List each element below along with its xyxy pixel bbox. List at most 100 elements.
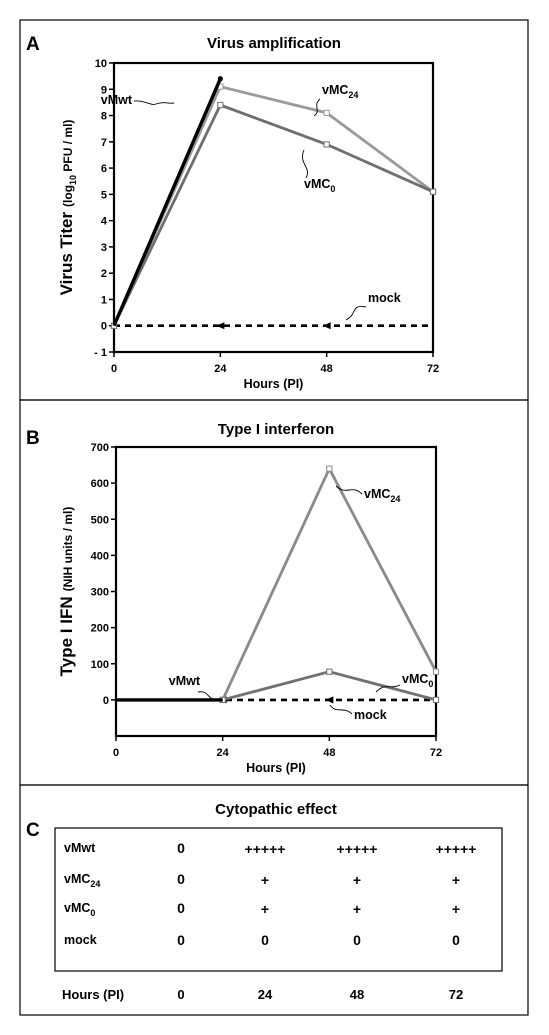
y-tick-label: 100 bbox=[91, 659, 109, 671]
leader-mock bbox=[329, 704, 353, 715]
panel-a-frame bbox=[19, 19, 529, 401]
panel-a: A Virus amplification - 1 0 1 2 3 4 5 6 7 8 9 10 0 24… bbox=[19, 19, 529, 401]
chart-a: - 1 0 1 2 3 4 5 6 7 8 9 10 0 24 48 72 Hours (PI) Virus Ti… bbox=[57, 58, 439, 391]
y-tick-label: 3 bbox=[101, 242, 107, 254]
chart-b-title: Type I interferon bbox=[218, 421, 334, 438]
y-tick-label: 1 bbox=[101, 294, 107, 306]
cpe-cell: 0 bbox=[177, 871, 185, 887]
y-tick-label: - 1 bbox=[94, 347, 107, 359]
panel-a-letter: A bbox=[26, 34, 40, 55]
x-tick-label: 72 bbox=[430, 747, 442, 759]
x-tick-label: 72 bbox=[427, 363, 439, 375]
point-mock bbox=[322, 322, 331, 330]
y-tick-label: 9 bbox=[101, 84, 107, 96]
point-mock bbox=[216, 322, 225, 330]
cpe-title: Cytopathic effect bbox=[215, 801, 337, 818]
cpe-cell: 0 bbox=[177, 932, 185, 948]
plot-frame bbox=[112, 61, 435, 354]
x-tick-label: 0 bbox=[111, 363, 117, 375]
series-line-vMC24 bbox=[112, 85, 434, 327]
series-label-vMC24: vMC24 bbox=[364, 487, 400, 504]
cpe-cell: 0 bbox=[177, 840, 185, 856]
y-tick-label: 600 bbox=[91, 478, 109, 490]
cpe-footer-value: 0 bbox=[177, 987, 184, 1002]
point-vMC24 bbox=[326, 465, 333, 472]
cpe-cell: + bbox=[353, 901, 361, 917]
panel-b: B Type I interferon 0 100 200 300 400 500 600 7… bbox=[19, 399, 529, 786]
y-tick-label: 10 bbox=[95, 58, 107, 70]
leader-vMC0 bbox=[302, 149, 308, 179]
y-tick-label: 0 bbox=[101, 321, 107, 333]
series-line-vMwt bbox=[112, 78, 222, 327]
leader-vMwt bbox=[197, 691, 219, 701]
series-label-vMwt: vMwt bbox=[169, 674, 201, 688]
y-tick-label: 500 bbox=[91, 514, 109, 526]
leader-mock bbox=[345, 306, 367, 321]
y-tick-label: 200 bbox=[91, 623, 109, 635]
x-tick-label: 48 bbox=[323, 747, 335, 759]
cpe-row-label: vMC0 bbox=[64, 901, 95, 918]
point-vMC24 bbox=[323, 109, 330, 117]
panel-c: C Cytopathic effect vMwt 0 +++++ +++++ +++++… bbox=[19, 784, 529, 1016]
y-tick-label: 400 bbox=[91, 550, 109, 562]
y-tick-label: 700 bbox=[91, 442, 109, 454]
point-vMC0 bbox=[217, 101, 224, 109]
x-axis-label: Hours (PI) bbox=[246, 761, 306, 775]
series-line-vMC0 bbox=[112, 103, 434, 327]
cpe-cell: + bbox=[452, 901, 460, 917]
cpe-footer-value: 48 bbox=[350, 987, 364, 1002]
point-vMwt bbox=[217, 76, 223, 82]
cpe-cell: + bbox=[353, 872, 361, 888]
cpe-footer-value: 72 bbox=[449, 987, 463, 1002]
y-tick-label: 7 bbox=[101, 137, 107, 149]
series-label-vMC0: vMC0 bbox=[304, 177, 335, 194]
cpe-footer-value: 24 bbox=[258, 987, 273, 1002]
cpe-table-frame bbox=[54, 827, 503, 972]
point-vMC24 bbox=[432, 668, 440, 675]
cpe-cell: 0 bbox=[353, 932, 361, 948]
series-line-vMC24 bbox=[221, 467, 438, 701]
cpe-cell: + bbox=[261, 901, 269, 917]
point-vMC0 bbox=[326, 668, 333, 675]
y-tick-label: 300 bbox=[91, 587, 109, 599]
chart-b: 0 100 200 300 400 500 600 700 0 24 48 72 Hours (PI) T… bbox=[57, 442, 442, 775]
cpe-table: vMwt 0 +++++ +++++ +++++ vMC24 0 + + + vMC0 0 + + + moc… bbox=[62, 840, 476, 1002]
y-axis-label: Virus Titer(log10 PFU / ml) bbox=[57, 120, 78, 296]
point-mock bbox=[325, 696, 334, 704]
y-tick-label: 5 bbox=[101, 189, 107, 201]
cpe-cell: 0 bbox=[177, 900, 185, 916]
y-axis-label: Type I IFN(NIH units / ml) bbox=[57, 507, 76, 677]
point-vMC0 bbox=[429, 188, 437, 195]
y-tick-label: 2 bbox=[101, 268, 107, 280]
series-label-vMwt: vMwt bbox=[101, 93, 133, 107]
point-vMC0 bbox=[432, 696, 440, 703]
panel-c-frame bbox=[19, 784, 529, 1016]
x-tick-label: 24 bbox=[217, 747, 230, 759]
leader-vMC0 bbox=[375, 684, 401, 693]
cpe-row-label: mock bbox=[64, 933, 97, 947]
series-label-vMC0: vMC0 bbox=[402, 672, 433, 689]
leader-vMwt bbox=[133, 100, 175, 105]
leader-vMC24 bbox=[313, 98, 321, 117]
cpe-cell: 0 bbox=[261, 932, 269, 948]
cpe-cell: +++++ bbox=[337, 841, 378, 857]
y-tick-label: 4 bbox=[101, 216, 108, 228]
series-label-mock: mock bbox=[354, 708, 387, 722]
x-tick-label: 0 bbox=[113, 747, 119, 759]
point-vMC0 bbox=[323, 141, 330, 148]
x-axis-label: Hours (PI) bbox=[244, 377, 304, 391]
y-tick-label: 8 bbox=[101, 111, 107, 123]
cpe-cell: + bbox=[261, 872, 269, 888]
cpe-cell: +++++ bbox=[436, 841, 477, 857]
cpe-row-label: vMC24 bbox=[64, 872, 100, 889]
panel-c-letter: C bbox=[26, 820, 40, 841]
series-label-mock: mock bbox=[368, 291, 401, 305]
x-tick-label: 48 bbox=[321, 363, 333, 375]
y-tick-label: 6 bbox=[101, 163, 107, 175]
cpe-cell: 0 bbox=[452, 932, 460, 948]
cpe-cell: + bbox=[452, 872, 460, 888]
cpe-footer-label: Hours (PI) bbox=[62, 987, 124, 1002]
series-label-vMC24: vMC24 bbox=[322, 83, 358, 100]
x-tick-label: 24 bbox=[214, 363, 227, 375]
